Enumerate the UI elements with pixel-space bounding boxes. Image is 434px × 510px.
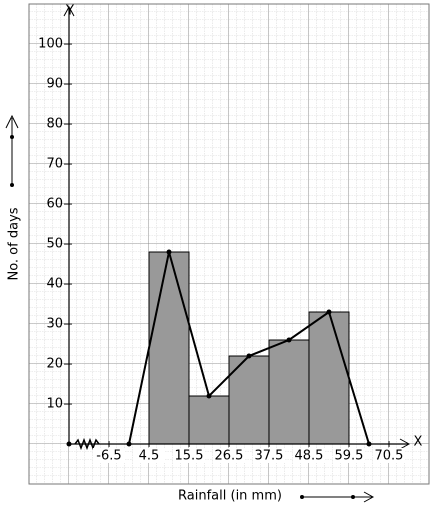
x-tick-label-bg <box>172 448 205 463</box>
x-tick-label-bg <box>292 448 325 463</box>
polygon-point <box>166 249 172 255</box>
x-axis-title: Rainfall (in mm) <box>178 489 282 504</box>
decor-dot <box>351 495 355 499</box>
x-axis-name: X <box>414 435 423 450</box>
polygon-point <box>246 353 252 359</box>
x-tick-label: 37.5 <box>255 449 284 464</box>
polygon-point <box>326 309 332 315</box>
x-tick-label: 59.5 <box>335 449 364 464</box>
x-tick-label-bg <box>332 448 365 463</box>
polygon-point <box>206 393 212 399</box>
y-tick-label: 10 <box>46 397 63 412</box>
y-tick-label: 20 <box>46 357 63 372</box>
decor-arrow-right <box>302 491 375 503</box>
x-arrow <box>399 438 411 450</box>
y-tick-label: 50 <box>46 237 63 252</box>
x-tick-label: 15.5 <box>175 449 204 464</box>
decor-dot <box>300 495 304 499</box>
x-tick-label: 70.5 <box>375 449 404 464</box>
x-tick-label-bg <box>252 448 285 463</box>
x-tick-label-bg <box>92 448 125 463</box>
x-tick-label: 48.5 <box>295 449 324 464</box>
x-tick-label: 4.5 <box>139 449 160 464</box>
polygon-point <box>126 441 132 447</box>
bar <box>268 339 310 445</box>
decor-arrow-up <box>5 114 19 185</box>
polygon-point <box>366 441 372 447</box>
x-tick-label-bg <box>372 448 405 463</box>
bar <box>308 311 350 445</box>
bar <box>148 251 190 445</box>
y-tick-label: 30 <box>46 317 63 332</box>
decor-dot <box>10 135 14 139</box>
polygon-point <box>286 337 292 343</box>
y-tick-label: 70 <box>46 157 63 172</box>
axis-break <box>74 437 100 451</box>
x-tick-label-bg <box>132 448 165 463</box>
decor-dot <box>10 183 14 187</box>
y-tick-label: 80 <box>46 117 63 132</box>
x-tick-label: -6.5 <box>96 449 121 464</box>
y-tick-label: 60 <box>46 197 63 212</box>
origin-dot <box>66 441 72 447</box>
y-tick-label: 100 <box>38 37 63 52</box>
x-tick-label-bg <box>212 448 245 463</box>
y-axis-name: Y <box>65 4 74 19</box>
y-tick-label: 40 <box>46 277 63 292</box>
y-arrow <box>63 5 75 17</box>
y-axis-title: No. of days <box>7 207 22 280</box>
x-tick-label: 26.5 <box>215 449 244 464</box>
bar <box>188 395 230 445</box>
y-tick-label: 90 <box>46 77 63 92</box>
